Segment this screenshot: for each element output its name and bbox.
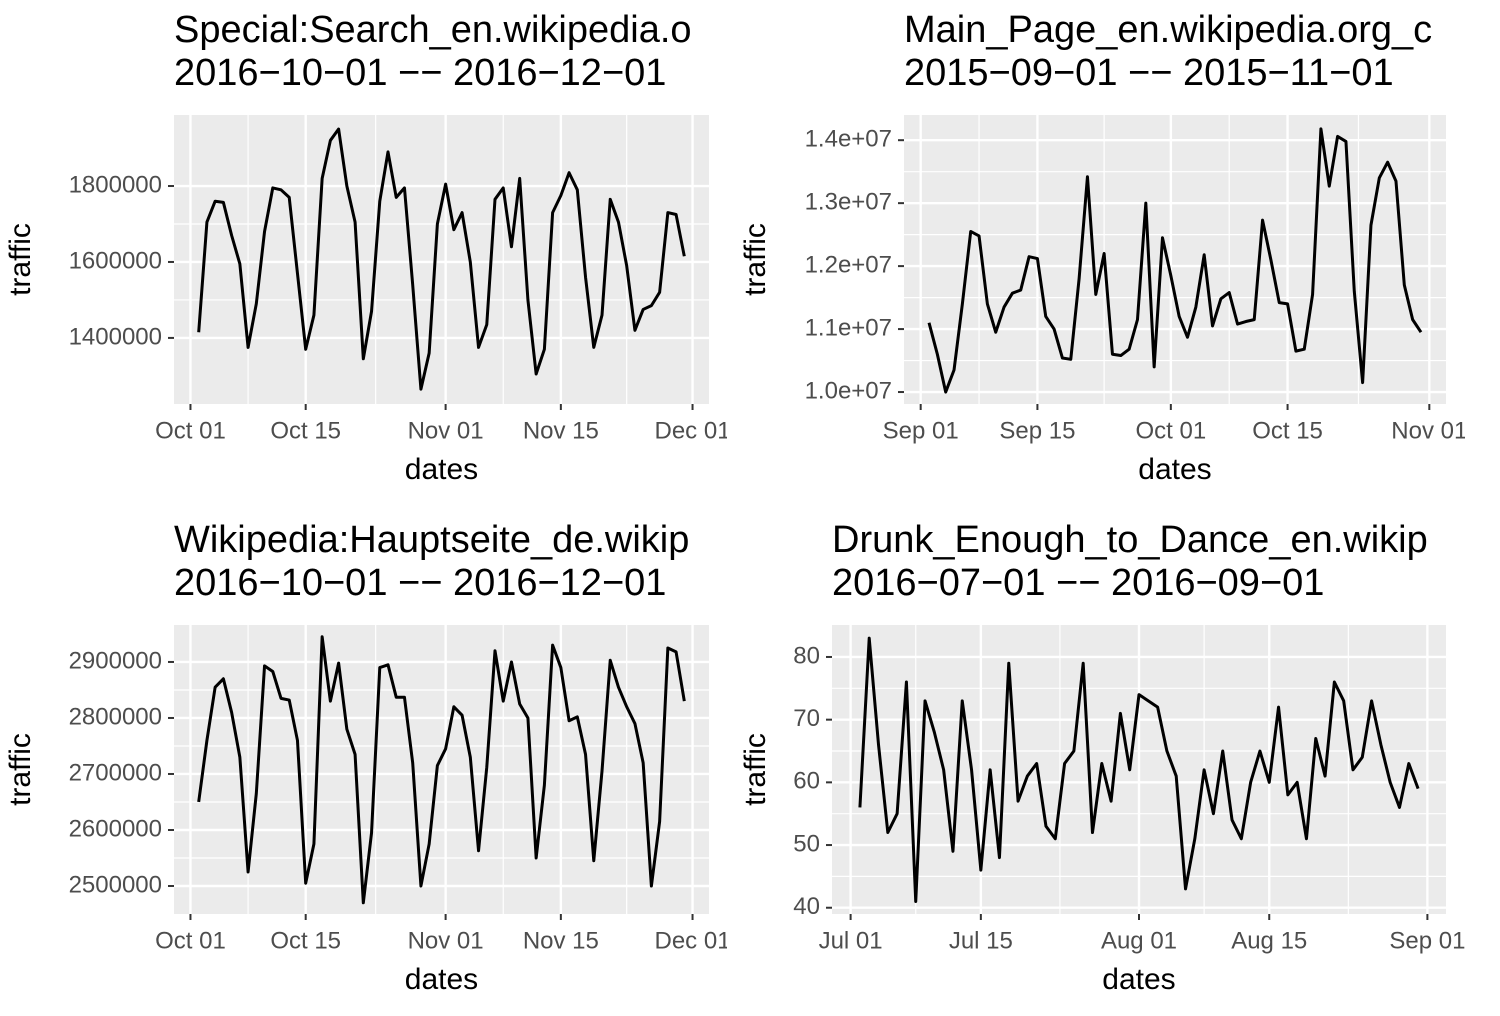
x-tick-label: Nov 01 <box>408 417 484 444</box>
x-tick-label: Sep 01 <box>883 417 959 444</box>
y-axis-title: traffic <box>4 733 37 806</box>
x-tick-label: Jul 01 <box>819 927 883 954</box>
y-tick-label: 1600000 <box>69 247 162 274</box>
x-tick-label: Dec 01 <box>655 927 731 954</box>
data-line <box>197 127 686 391</box>
y-axis-title: traffic <box>739 733 772 806</box>
data-line <box>197 635 686 905</box>
chart-subtitle: 2016−10−01 −− 2016−12−01 <box>174 52 666 94</box>
panel: 1400000 1600000 1800000 Oct 01 Oct 15 Nov 01 N… <box>4 9 731 486</box>
plot-background <box>904 115 1446 404</box>
x-axis-title: dates <box>1102 963 1175 996</box>
y-axis-title: traffic <box>4 223 37 296</box>
y-tick-label: 2900000 <box>69 647 162 674</box>
y-tick-label: 1.1e+07 <box>805 314 892 341</box>
y-tick-label: 40 <box>793 893 820 920</box>
x-tick-label: Oct 01 <box>1135 417 1206 444</box>
x-tick-label: Oct 01 <box>155 417 226 444</box>
x-tick-label: Oct 15 <box>1252 417 1323 444</box>
x-tick-label: Sep 15 <box>999 417 1075 444</box>
chart-title: Main_Page_en.wikipedia.org_c <box>904 9 1432 51</box>
x-tick-label: Nov 01 <box>408 927 484 954</box>
x-tick-label: Nov 15 <box>523 927 599 954</box>
data-line <box>858 636 1420 903</box>
plot-background <box>174 115 709 404</box>
y-tick-label: 2800000 <box>69 703 162 730</box>
panel: 2500000 2600000 2700000 2800000 2900000 Oct 0… <box>4 519 731 996</box>
y-tick-label: 1.0e+07 <box>805 377 892 404</box>
x-axis-title: dates <box>1138 453 1211 486</box>
y-tick-label: 60 <box>793 768 820 795</box>
data-line <box>927 127 1423 394</box>
y-tick-label: 2500000 <box>69 871 162 898</box>
x-tick-label: Aug 01 <box>1101 927 1177 954</box>
y-tick-label: 1.4e+07 <box>805 126 892 153</box>
chart-subtitle: 2016−10−01 −− 2016−12−01 <box>174 562 666 604</box>
y-tick-label: 1.3e+07 <box>805 188 892 215</box>
chart-title: Wikipedia:Hauptseite_de.wikip <box>174 519 689 561</box>
panel: 40 50 60 70 80 Jul 01 Jul 15 Aug 01 Aug 15 Sep 01… <box>739 519 1465 996</box>
y-tick-label: 50 <box>793 830 820 857</box>
x-tick-label: Nov 01 <box>1391 417 1467 444</box>
panel: 1.0e+07 1.1e+07 1.2e+07 1.3e+07 1.4e+07 Sep 0… <box>739 9 1467 486</box>
chart-title: Special:Search_en.wikipedia.o <box>174 9 692 51</box>
y-tick-label: 70 <box>793 705 820 732</box>
x-tick-label: Oct 15 <box>270 417 341 444</box>
x-axis-title: dates <box>405 453 478 486</box>
y-tick-label: 1800000 <box>69 171 162 198</box>
y-tick-label: 1400000 <box>69 323 162 350</box>
y-tick-label: 2700000 <box>69 759 162 786</box>
x-tick-label: Sep 01 <box>1389 927 1465 954</box>
y-tick-label: 1.2e+07 <box>805 251 892 278</box>
chart-subtitle: 2015−09−01 −− 2015−11−01 <box>904 52 1394 94</box>
chart-title: Drunk_Enough_to_Dance_en.wikip <box>832 519 1428 561</box>
x-tick-label: Oct 15 <box>270 927 341 954</box>
plot-background <box>174 625 709 914</box>
x-tick-label: Jul 15 <box>949 927 1013 954</box>
x-tick-label: Nov 15 <box>523 417 599 444</box>
x-tick-label: Oct 01 <box>155 927 226 954</box>
x-tick-label: Dec 01 <box>655 417 731 444</box>
chart-subtitle: 2016−07−01 −− 2016−09−01 <box>832 562 1324 604</box>
y-tick-label: 80 <box>793 642 820 669</box>
y-tick-label: 2600000 <box>69 815 162 842</box>
x-axis-title: dates <box>405 963 478 996</box>
y-axis-title: traffic <box>739 223 772 296</box>
x-tick-label: Aug 15 <box>1231 927 1307 954</box>
